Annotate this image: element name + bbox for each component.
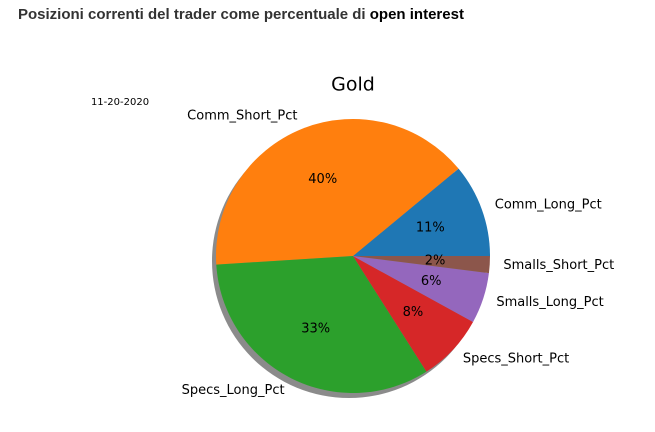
pie-slice (216, 119, 459, 265)
pct-label: 40% (308, 172, 337, 187)
pie-slice (353, 256, 489, 323)
pie-slice (353, 256, 490, 274)
slice-label: Comm_Short_Pct (187, 108, 297, 123)
slice-label: Smalls_Long_Pct (496, 295, 603, 310)
pct-label: 33% (301, 322, 330, 337)
chart-title: Gold (331, 74, 375, 96)
slice-label: Comm_Long_Pct (495, 197, 602, 212)
slice-label: Specs_Short_Pct (463, 352, 569, 367)
page-title-emphasis: open interest (370, 6, 464, 23)
chart-date: 11-20-2020 (91, 97, 149, 108)
pct-label: 11% (416, 221, 445, 236)
page-title-text: Posizioni correnti del trader come perce… (18, 6, 366, 23)
page-title: Posizioni correnti del trader come perce… (18, 6, 464, 23)
pie-slice (353, 256, 474, 372)
pct-label: 2% (425, 254, 446, 269)
pct-label: 8% (403, 305, 424, 320)
pct-label: 6% (421, 274, 442, 289)
pie-slice (353, 168, 490, 256)
slice-label: Specs_Long_Pct (182, 383, 285, 398)
slice-label: Smalls_Short_Pct (503, 258, 614, 273)
pie-slice (216, 256, 427, 393)
